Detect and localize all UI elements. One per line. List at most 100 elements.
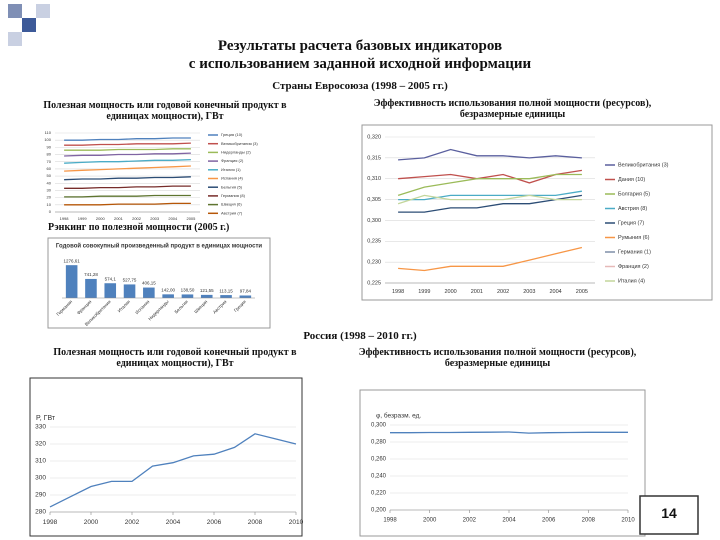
heading: Россия (1998 – 2010 гг.) bbox=[303, 330, 417, 342]
legend-label: Швеция (6) bbox=[221, 202, 242, 207]
y-tick-label: 290 bbox=[35, 492, 46, 499]
value-label: 121,55 bbox=[200, 288, 214, 293]
series-line bbox=[398, 246, 583, 272]
series-line bbox=[64, 142, 191, 146]
x-tick-label: 1998 bbox=[43, 519, 58, 526]
series-line bbox=[390, 431, 628, 434]
heading: Страны Евросоюза (1998 – 2005 гг.) bbox=[272, 80, 448, 92]
legend-label: Болгария (5) bbox=[618, 191, 650, 197]
series-line bbox=[64, 176, 191, 181]
y-tick-label: 110 bbox=[45, 130, 52, 135]
deco bbox=[36, 4, 50, 18]
series-line bbox=[397, 173, 582, 197]
value-label: 574,1 bbox=[105, 276, 117, 281]
series-line bbox=[398, 148, 582, 161]
x-tick-label: 2004 bbox=[502, 518, 516, 524]
value-label: 142,00 bbox=[161, 288, 175, 293]
bar bbox=[162, 294, 174, 298]
x-tick-label: 2002 bbox=[463, 518, 477, 524]
x-tick-label: 2002 bbox=[125, 519, 140, 526]
y-tick-label: 0,305 bbox=[367, 197, 381, 203]
bar bbox=[181, 294, 194, 298]
label: Рэнкинг по полезной мощности (2005 г.) bbox=[48, 222, 230, 233]
legend-label: Франция (2) bbox=[618, 264, 649, 270]
label: Эффективность использования полной мощно… bbox=[358, 347, 637, 369]
y-tick-label: 40 bbox=[47, 180, 52, 185]
y-tick-label: 0 bbox=[49, 209, 52, 214]
deco bbox=[8, 32, 22, 46]
bar bbox=[200, 294, 213, 298]
y-tick-label: 20 bbox=[47, 195, 52, 200]
x-tick-label: 2005 bbox=[186, 216, 196, 221]
x-tick-label: 2008 bbox=[248, 519, 263, 526]
y-axis-label: P, ГВт bbox=[36, 415, 56, 422]
x-tick-label: 2000 bbox=[423, 518, 437, 524]
y-tick-label: 0,315 bbox=[367, 155, 381, 161]
chart-title: Годовой совокупный произведенный продукт… bbox=[56, 243, 262, 250]
x-tick-label: 2004 bbox=[550, 289, 562, 295]
x-tick-label: 2003 bbox=[523, 289, 535, 295]
bar bbox=[85, 278, 97, 298]
legend-label: Великобритания (3) bbox=[221, 141, 258, 146]
y-tick-label: 0,235 bbox=[367, 239, 381, 245]
y-tick-label: 50 bbox=[47, 173, 52, 178]
y-tick-label: 0,310 bbox=[367, 176, 381, 182]
x-tick-label: 2002 bbox=[132, 216, 142, 221]
series-line bbox=[64, 148, 191, 151]
y-tick-label: 0,240 bbox=[371, 474, 387, 480]
y-tick-label: 0,200 bbox=[371, 508, 387, 514]
y-tick-label: 310 bbox=[35, 458, 46, 465]
page-number: 14 bbox=[661, 505, 677, 521]
bar bbox=[104, 283, 117, 298]
value-label: 527,75 bbox=[123, 278, 137, 283]
legend-label: Греция (10) bbox=[221, 132, 243, 137]
x-tick-label: 1999 bbox=[78, 216, 88, 221]
legend-label: Дания (10) bbox=[618, 177, 645, 183]
x-tick-label: 2000 bbox=[84, 519, 99, 526]
value-label: 741,28 bbox=[84, 272, 98, 277]
y-tick-label: 280 bbox=[35, 509, 46, 516]
y-tick-label: 10 bbox=[47, 202, 52, 207]
y-tick-label: 0,230 bbox=[367, 260, 381, 266]
x-tick-label: 2010 bbox=[289, 519, 304, 526]
y-tick-label: 70 bbox=[47, 159, 52, 164]
y-tick-label: 300 bbox=[35, 475, 46, 482]
x-tick-label: 2008 bbox=[582, 518, 596, 524]
y-tick-label: 80 bbox=[47, 152, 52, 157]
bar bbox=[239, 295, 252, 298]
series-line bbox=[398, 169, 583, 184]
y-tick-label: 0,320 bbox=[367, 134, 381, 140]
label: Полезная мощность или годовой конечный п… bbox=[43, 100, 287, 122]
deco bbox=[8, 4, 22, 18]
x-tick-label: 2010 bbox=[621, 518, 635, 524]
legend-label: Италия (4) bbox=[618, 278, 645, 284]
label: Полезная мощность или годовой конечный п… bbox=[53, 347, 297, 369]
y-tick-label: 0,280 bbox=[371, 440, 387, 446]
x-tick-label: 2001 bbox=[114, 216, 124, 221]
legend-label: Греция (7) bbox=[618, 220, 644, 226]
bar bbox=[143, 287, 155, 298]
x-tick-label: 2004 bbox=[166, 519, 181, 526]
y-tick-label: 0,225 bbox=[367, 280, 381, 286]
legend-label: Испания (4) bbox=[221, 176, 244, 181]
y-tick-label: 90 bbox=[47, 144, 52, 149]
legend-label: Франция (2) bbox=[221, 158, 244, 163]
y-tick-label: 330 bbox=[35, 424, 46, 431]
legend-label: Австрия (7) bbox=[221, 210, 243, 215]
x-tick-label: 2002 bbox=[497, 289, 509, 295]
bar bbox=[123, 284, 136, 298]
x-tick-label: 2004 bbox=[168, 216, 178, 221]
value-label: 138,50 bbox=[181, 288, 195, 293]
y-tick-label: 0,300 bbox=[371, 423, 387, 429]
title: с использованием заданной исходной инфор… bbox=[188, 56, 532, 72]
x-tick-label: 2003 bbox=[150, 216, 160, 221]
series-line bbox=[64, 158, 191, 164]
x-tick-label: 1998 bbox=[60, 216, 70, 221]
x-tick-label: 1998 bbox=[392, 289, 404, 295]
series-line bbox=[64, 194, 191, 198]
series-line bbox=[64, 165, 191, 172]
legend-label: Австрия (8) bbox=[618, 206, 647, 212]
series-line bbox=[397, 194, 582, 205]
legend-label: Нидерланды (2) bbox=[221, 149, 251, 154]
